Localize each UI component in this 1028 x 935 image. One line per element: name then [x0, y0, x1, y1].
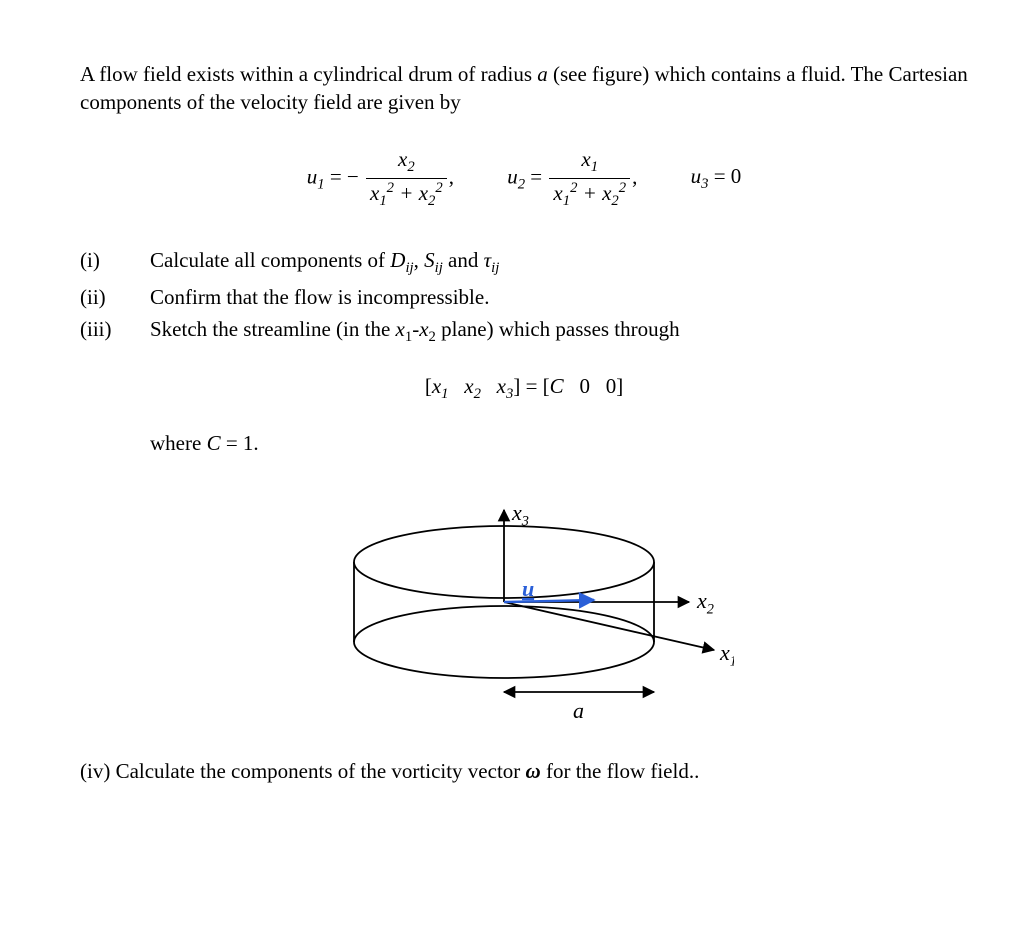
u1-lhs-sub: 1: [317, 176, 324, 192]
lb: [: [425, 374, 432, 398]
part-iv-post: for the flow field..: [541, 759, 700, 783]
u3-eq: = 0: [708, 164, 741, 188]
ve-z2: 0: [606, 374, 617, 398]
plane-a: x: [396, 317, 405, 341]
rb: ] = [: [513, 374, 549, 398]
part-i-text: Calculate all components of Dij, Sij and…: [150, 246, 968, 279]
u2-num-sub: 1: [591, 159, 598, 175]
ve-x3: x: [497, 374, 506, 398]
u1-num-var: x: [398, 147, 407, 171]
svg-text:u: u: [522, 576, 534, 601]
part-iv-num: (iv): [80, 759, 116, 783]
cylindrical-drum-figure: x3 x2x1 u a: [314, 482, 734, 722]
svg-text:x1: x1: [719, 640, 734, 670]
plane-b-sub: 2: [429, 329, 436, 345]
part-iii-text: Sketch the streamline (in the x1-x2 plan…: [150, 315, 968, 348]
u1-num-sub: 2: [407, 159, 414, 175]
S-sub: ij: [435, 260, 443, 276]
u2-eq: =: [525, 164, 547, 188]
eq-u2: u2 = x1 x12 + x22 ,: [507, 145, 637, 212]
tau-sub: ij: [491, 260, 499, 276]
where-eq: = 1.: [221, 431, 259, 455]
u1-comma: ,: [449, 164, 454, 188]
u3-lhs-var: u: [691, 164, 702, 188]
part-i: (i) Calculate all components of Dij, Sij…: [80, 246, 968, 279]
eq-u1: u1 = − x2 x12 + x22 ,: [307, 145, 454, 212]
velocity-equations: u1 = − x2 x12 + x22 , u2 = x1 x12 + x22 …: [80, 145, 968, 212]
part-ii-num: (ii): [80, 283, 150, 311]
part-iv: (iv) Calculate the components of the vor…: [80, 757, 968, 785]
part-iii-num: (iii): [80, 315, 150, 348]
part-iii-post: plane) which passes through: [436, 317, 680, 341]
ve-z1: 0: [579, 374, 590, 398]
svg-text:x3: x3: [511, 500, 529, 530]
svg-text:x2: x2: [696, 588, 714, 618]
figure-wrap: x3 x2x1 u a: [80, 482, 968, 729]
part-iv-pre: Calculate the components of the vorticit…: [116, 759, 526, 783]
u2-num-var: x: [581, 147, 590, 171]
u1-frac: x2 x12 + x22: [366, 145, 447, 212]
where-clause: where C = 1.: [150, 429, 968, 457]
omega-sym: ω: [526, 759, 541, 783]
eq-u3: u3 = 0: [691, 162, 742, 195]
rb2: ]: [616, 374, 623, 398]
part-ii: (ii) Confirm that the flow is incompress…: [80, 283, 968, 311]
and: and: [443, 248, 484, 272]
vector-equation: [x1 x2 x3] = [C 0 0]: [80, 372, 968, 405]
tau-sym: τ: [484, 248, 492, 272]
svg-text:a: a: [573, 698, 584, 722]
u1-eq: = −: [325, 164, 359, 188]
part-i-pre: Calculate all components of: [150, 248, 390, 272]
D-sym: D: [390, 248, 405, 272]
part-ii-text: Confirm that the flow is incompressible.: [150, 283, 968, 311]
plane-b: x: [419, 317, 428, 341]
intro-pre: A flow field exists within a cylindrical…: [80, 62, 537, 86]
radius-var: a: [537, 62, 548, 86]
ve-x1: x: [432, 374, 441, 398]
D-sub: ij: [405, 260, 413, 276]
ve-x2: x: [464, 374, 473, 398]
subparts-list: (i) Calculate all components of Dij, Sij…: [80, 246, 968, 348]
S-sym: S: [424, 248, 435, 272]
intro-paragraph: A flow field exists within a cylindrical…: [80, 60, 968, 117]
u2-lhs-sub: 2: [518, 176, 525, 192]
u1-lhs-var: u: [307, 164, 318, 188]
u2-frac: x1 x12 + x22: [549, 145, 630, 212]
part-iii-pre: Sketch the streamline (in the: [150, 317, 396, 341]
where-pre: where: [150, 431, 207, 455]
ve-x2s: 2: [474, 386, 481, 402]
part-iii: (iii) Sketch the streamline (in the x1-x…: [80, 315, 968, 348]
where-C: C: [207, 431, 221, 455]
u2-comma: ,: [632, 164, 637, 188]
part-i-num: (i): [80, 246, 150, 279]
u2-lhs-var: u: [507, 164, 518, 188]
problem-page: A flow field exists within a cylindrical…: [0, 0, 1028, 825]
ve-x1s: 1: [441, 386, 448, 402]
sep1: ,: [414, 248, 425, 272]
ve-C: C: [550, 374, 564, 398]
